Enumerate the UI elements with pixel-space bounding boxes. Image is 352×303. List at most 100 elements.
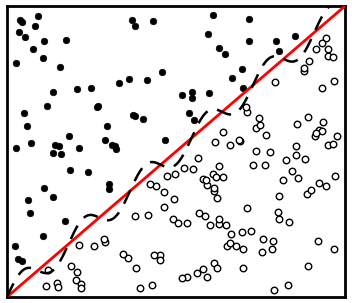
Point bbox=[323, 36, 328, 41]
Point bbox=[66, 133, 71, 138]
Point bbox=[204, 182, 209, 187]
Point bbox=[239, 66, 244, 71]
Point bbox=[102, 137, 108, 142]
Point bbox=[42, 186, 47, 191]
Point bbox=[315, 238, 321, 243]
Point bbox=[222, 52, 227, 56]
Point bbox=[19, 258, 25, 263]
Point bbox=[95, 104, 101, 108]
Point bbox=[56, 144, 62, 149]
Point bbox=[313, 131, 319, 136]
Point bbox=[319, 86, 325, 91]
Point bbox=[223, 222, 228, 227]
Point bbox=[212, 189, 217, 194]
Point bbox=[125, 256, 131, 261]
Point bbox=[132, 23, 138, 28]
Point bbox=[227, 143, 232, 148]
Point bbox=[216, 45, 222, 50]
Point bbox=[130, 112, 136, 117]
Point bbox=[184, 274, 189, 279]
Point bbox=[179, 276, 185, 281]
Point bbox=[305, 263, 310, 268]
Point bbox=[236, 137, 242, 142]
Point bbox=[172, 172, 178, 177]
Point bbox=[301, 68, 307, 73]
Point bbox=[205, 31, 210, 36]
Point bbox=[110, 142, 115, 147]
Point bbox=[207, 222, 213, 227]
Point bbox=[272, 80, 278, 85]
Point bbox=[204, 274, 210, 279]
Point bbox=[334, 134, 340, 138]
Point bbox=[212, 140, 218, 145]
Point bbox=[15, 256, 21, 261]
Point bbox=[44, 284, 49, 288]
Point bbox=[171, 217, 176, 221]
Point bbox=[50, 89, 55, 94]
Point bbox=[51, 150, 56, 155]
Point bbox=[295, 176, 301, 181]
Point bbox=[18, 18, 23, 23]
Point bbox=[243, 105, 249, 110]
Point bbox=[30, 47, 36, 52]
Point bbox=[13, 244, 18, 249]
Point bbox=[316, 181, 322, 186]
Point bbox=[229, 76, 235, 81]
Point bbox=[280, 178, 286, 183]
Point bbox=[293, 144, 299, 149]
Point bbox=[246, 38, 252, 43]
Point bbox=[190, 167, 196, 172]
Point bbox=[313, 133, 318, 138]
Point bbox=[253, 126, 259, 131]
Point bbox=[26, 198, 31, 203]
Point bbox=[162, 137, 168, 142]
Point bbox=[95, 105, 100, 109]
Point bbox=[68, 264, 74, 269]
Point bbox=[220, 129, 226, 134]
Point bbox=[57, 65, 62, 69]
Point bbox=[13, 61, 18, 66]
Point bbox=[330, 142, 336, 147]
Point bbox=[275, 210, 281, 215]
Point bbox=[181, 166, 187, 171]
Point bbox=[276, 48, 282, 53]
Point bbox=[200, 267, 206, 272]
Point bbox=[147, 182, 152, 187]
Point bbox=[308, 188, 313, 192]
Point bbox=[233, 243, 239, 248]
Point bbox=[159, 69, 165, 74]
Point bbox=[285, 282, 291, 287]
Point bbox=[307, 59, 312, 64]
Point bbox=[78, 286, 83, 291]
Point bbox=[63, 38, 69, 43]
Point bbox=[129, 17, 134, 22]
Point bbox=[144, 78, 150, 82]
Point bbox=[331, 247, 337, 251]
Point bbox=[150, 19, 156, 24]
Point bbox=[326, 143, 331, 148]
Point bbox=[206, 91, 212, 96]
Point bbox=[216, 217, 222, 221]
Point bbox=[62, 219, 67, 224]
Point bbox=[171, 197, 176, 202]
Point bbox=[304, 191, 310, 196]
Point bbox=[40, 234, 45, 239]
Point bbox=[157, 257, 163, 262]
Point bbox=[215, 266, 220, 271]
Point bbox=[293, 153, 298, 158]
Point bbox=[189, 89, 195, 94]
Point bbox=[113, 147, 119, 152]
Point bbox=[323, 184, 329, 189]
Point bbox=[271, 288, 277, 292]
Point bbox=[35, 13, 41, 18]
Point bbox=[212, 186, 217, 191]
Point bbox=[319, 40, 325, 45]
Point bbox=[202, 214, 208, 219]
Point bbox=[21, 111, 27, 116]
Point bbox=[106, 186, 111, 191]
Point bbox=[104, 124, 109, 128]
Point bbox=[55, 285, 61, 289]
Point bbox=[78, 281, 84, 286]
Point bbox=[153, 183, 159, 188]
Point bbox=[263, 162, 268, 167]
